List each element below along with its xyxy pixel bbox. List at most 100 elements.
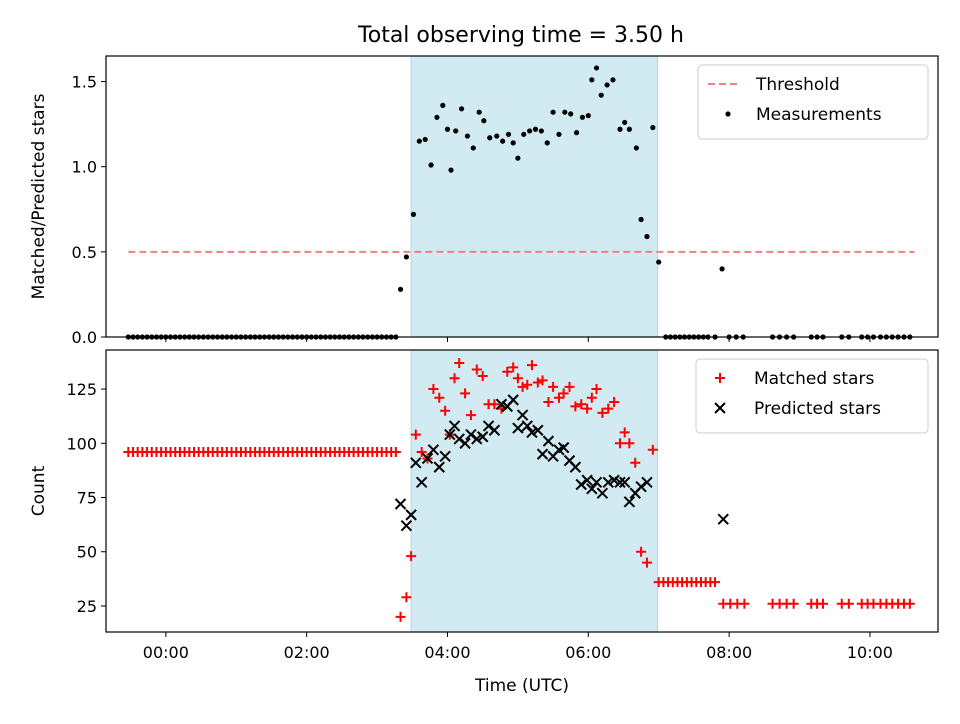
predicted-star-point [394,498,407,510]
x-axis-label: Time (UTC) [474,676,569,696]
predicted-star-point [614,476,626,489]
matched-star-point [647,444,658,455]
matched-star-point [553,392,564,403]
measurement-point [444,126,451,132]
predicted-star-point [453,433,465,445]
bottom-y-tick-label: 125 [66,380,97,399]
matched-star-point [597,407,608,418]
measurement-point [538,128,544,134]
legend-label: Predicted stars [754,399,881,419]
matched-star-point [454,358,465,369]
predicted-star-point [586,483,598,495]
matched-star-point [570,401,581,412]
predicted-star-point [590,476,603,489]
top-axes-frame [105,55,939,338]
measurement-point [510,140,516,146]
matched-star-point [558,388,569,399]
measurement-point [527,128,533,134]
matched-star-point [410,429,421,440]
measurement-point [556,131,562,137]
measurement-point [416,138,422,144]
measurement-point [585,113,591,119]
bottom-series-predicted-stars [394,394,729,532]
predicted-star-point [618,476,631,489]
x-tick-label: 08:00 [706,643,752,662]
matched-star-point [395,611,406,622]
predicted-star-point [421,452,434,465]
measurement-point [448,167,454,173]
predicted-star-point [459,437,471,449]
measurement-point [470,145,476,151]
predicted-star-point [448,420,461,432]
predicted-star-point [405,509,417,521]
top-y-tick-label: 0.0 [72,328,97,347]
matched-star-point [477,371,488,382]
top-y-tick-label: 1.5 [72,73,97,92]
matched-star-point [416,446,427,457]
measurement-point [589,77,595,83]
predicted-star-point [512,422,524,434]
matched-star-point [788,598,799,609]
measurement-point [573,130,580,136]
measurement-point [521,131,527,137]
predicted-star-point [439,450,451,462]
figure-title: Total observing time = 3.50 h [357,23,684,48]
measurement-point [422,136,428,143]
measurement-point [410,211,417,217]
matched-star-point [586,392,597,403]
measurement-point [626,126,632,132]
matched-star-point [526,360,537,371]
measurement-point [458,106,465,112]
measurement-point [562,109,568,115]
bottom-y-axis-label: Count [29,465,49,516]
measurement-point [644,233,650,240]
legend-box [695,358,929,434]
matched-star-point [512,373,523,384]
matched-star-point [817,598,828,609]
matched-star-point [406,551,417,562]
legend-matched-swatch [715,373,725,383]
matched-star-point [603,403,614,414]
predicted-star-point [623,496,636,508]
measurement-point [515,155,521,161]
top-legend: Threshold Measurements [697,64,929,140]
predicted-star-point [433,461,445,473]
measurement-point [598,92,604,98]
matched-star-point [609,397,620,408]
bottom-series-matched-stars [123,358,915,622]
matched-star-point [401,592,412,603]
predicted-star-point [400,520,413,532]
top-y-tick-label: 0.5 [72,243,97,262]
measurement-point [719,266,725,272]
bottom-axes-frame [105,349,939,633]
measurement-point [434,114,440,120]
predicted-star-point [569,461,582,473]
matched-star-point [434,392,445,403]
x-tick-label: 04:00 [424,643,470,662]
measurement-point [593,65,600,71]
measurement-point [487,135,493,141]
matched-star-point [428,384,439,395]
top-observing-window [410,55,659,338]
predicted-star-point [581,474,593,486]
predicted-star-point [488,424,501,436]
matched-star-point [614,438,625,449]
matched-star-point [390,446,401,457]
measurement-point [481,118,487,124]
measurement-point [579,114,586,120]
matched-star-point [564,381,575,392]
x-tick-label: 02:00 [284,643,330,662]
predicted-star-point [507,394,519,406]
matched-star-point [517,381,528,392]
legend-box [697,64,929,140]
matched-star-point [619,427,630,438]
matched-star-point [843,598,854,609]
predicted-star-point [557,441,570,454]
measurement-point [550,109,556,115]
matched-star-point [710,577,721,588]
matched-star-point [582,403,593,414]
bottom-panel: 00:00 02:00 04:00 06:00 08:00 10:00 25 50 75 100 1… [29,349,939,696]
bottom-y-tick-label: 75 [77,489,97,508]
measurement-point [568,111,574,117]
legend-label: Matched stars [754,369,874,389]
